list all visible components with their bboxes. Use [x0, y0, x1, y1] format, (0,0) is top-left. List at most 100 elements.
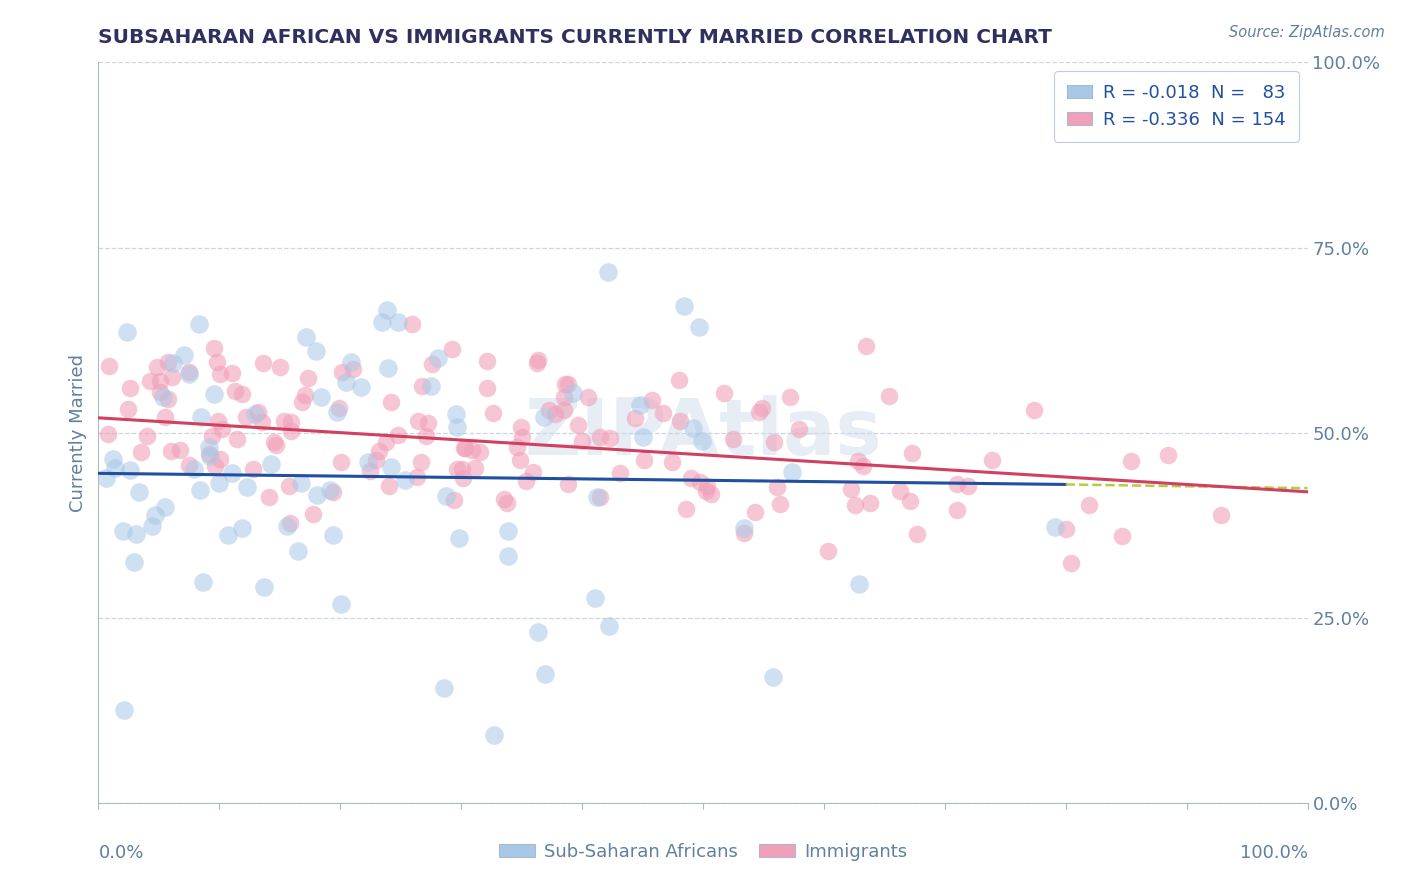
- Point: [817, 544, 839, 558]
- Point: [401, 317, 423, 331]
- Point: [221, 366, 243, 380]
- Point: [561, 386, 583, 401]
- Point: [235, 410, 257, 425]
- Point: [243, 407, 266, 421]
- Point: [744, 505, 766, 519]
- Point: [859, 496, 882, 510]
- Point: [633, 452, 655, 467]
- Point: [769, 497, 792, 511]
- Point: [359, 464, 381, 478]
- Point: [567, 418, 589, 433]
- Point: [981, 452, 1004, 467]
- Point: [371, 315, 394, 329]
- Point: [651, 406, 673, 420]
- Text: Source: ZipAtlas.com: Source: ZipAtlas.com: [1229, 25, 1385, 40]
- Point: [475, 382, 498, 396]
- Point: [852, 459, 875, 474]
- Point: [191, 574, 214, 589]
- Point: [406, 470, 429, 484]
- Point: [277, 479, 299, 493]
- Point: [427, 351, 450, 366]
- Point: [673, 299, 696, 313]
- Point: [328, 401, 350, 415]
- Point: [956, 479, 979, 493]
- Point: [207, 414, 229, 428]
- Point: [156, 392, 179, 406]
- Point: [188, 483, 211, 497]
- Point: [94, 471, 117, 485]
- Point: [583, 591, 606, 606]
- Point: [221, 467, 243, 481]
- Point: [280, 415, 302, 429]
- Point: [510, 420, 533, 434]
- Point: [1209, 508, 1232, 522]
- Point: [447, 532, 470, 546]
- Text: ZIPAtlas: ZIPAtlas: [524, 394, 882, 471]
- Point: [111, 524, 134, 539]
- Point: [441, 343, 464, 357]
- Point: [183, 461, 205, 475]
- Point: [609, 467, 631, 481]
- Point: [780, 465, 803, 479]
- Point: [633, 430, 655, 444]
- Point: [699, 487, 721, 501]
- Point: [434, 489, 457, 503]
- Point: [319, 483, 342, 497]
- Point: [250, 415, 273, 429]
- Point: [335, 375, 357, 389]
- Point: [557, 376, 579, 391]
- Point: [263, 435, 285, 450]
- Point: [247, 404, 270, 418]
- Point: [378, 479, 401, 493]
- Point: [115, 325, 138, 339]
- Point: [329, 597, 352, 611]
- Point: [290, 475, 312, 490]
- Point: [495, 496, 517, 510]
- Point: [297, 371, 319, 385]
- Point: [510, 430, 533, 444]
- Point: [585, 490, 607, 504]
- Point: [848, 577, 870, 591]
- Point: [461, 442, 484, 457]
- Point: [787, 422, 810, 436]
- Point: [898, 494, 921, 508]
- Point: [322, 527, 344, 541]
- Point: [329, 455, 352, 469]
- Point: [576, 390, 599, 404]
- Point: [443, 492, 465, 507]
- Point: [387, 316, 409, 330]
- Point: [733, 520, 755, 534]
- Point: [695, 484, 717, 499]
- Point: [208, 367, 231, 381]
- Point: [411, 454, 433, 468]
- Point: [1077, 498, 1099, 512]
- Point: [366, 453, 388, 467]
- Point: [1119, 454, 1142, 468]
- Point: [406, 414, 429, 428]
- Point: [571, 434, 593, 448]
- Point: [368, 444, 391, 458]
- Point: [451, 471, 474, 485]
- Point: [202, 387, 225, 401]
- Point: [446, 420, 468, 434]
- Point: [1054, 522, 1077, 536]
- Point: [946, 477, 969, 491]
- Point: [1045, 519, 1067, 533]
- Point: [713, 386, 735, 401]
- Point: [534, 667, 557, 681]
- Point: [302, 507, 325, 521]
- Point: [112, 703, 135, 717]
- Point: [453, 441, 475, 455]
- Point: [779, 390, 801, 404]
- Point: [411, 378, 433, 392]
- Point: [446, 461, 468, 475]
- Point: [733, 526, 755, 541]
- Point: [252, 356, 274, 370]
- Point: [690, 434, 713, 448]
- Point: [179, 365, 201, 379]
- Point: [257, 490, 280, 504]
- Point: [202, 341, 225, 355]
- Point: [527, 625, 550, 640]
- Point: [356, 455, 378, 469]
- Point: [231, 386, 253, 401]
